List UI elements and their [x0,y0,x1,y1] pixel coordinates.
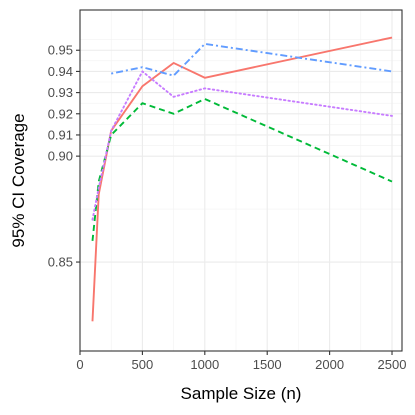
y-tick-label: 0.95 [48,43,73,58]
y-tick-label: 0.85 [48,255,73,270]
x-tick-label: 1000 [190,357,219,372]
x-tick-label: 1500 [253,357,282,372]
plot-panel [80,10,402,351]
y-axis: 0.85 0.90 0.91 0.92 0.93 0.94 0.95 [48,43,80,270]
series-line-1 [91,36,393,322]
y-tick-label: 0.90 [48,149,73,164]
x-tick-label: 500 [132,357,154,372]
series-line-2 [91,98,393,241]
y-tick-label: 0.94 [48,64,73,79]
x-tick-label: 2500 [378,357,407,372]
y-tick-label: 0.92 [48,106,73,121]
y-tick-label: 0.93 [48,85,73,100]
minor-grid [80,10,402,351]
series-layer [91,36,393,322]
x-tick-label: 0 [76,357,83,372]
x-axis-title: Sample Size (n) [181,384,302,403]
x-tick-label: 2000 [315,357,344,372]
series-line-4 [91,70,393,221]
x-axis: 0 500 1000 1500 2000 2500 [76,351,406,372]
plot-border [79,9,403,352]
series-line-3 [111,42,393,77]
y-axis-title: 95% CI Coverage [9,113,28,247]
y-tick-label: 0.91 [48,127,73,142]
